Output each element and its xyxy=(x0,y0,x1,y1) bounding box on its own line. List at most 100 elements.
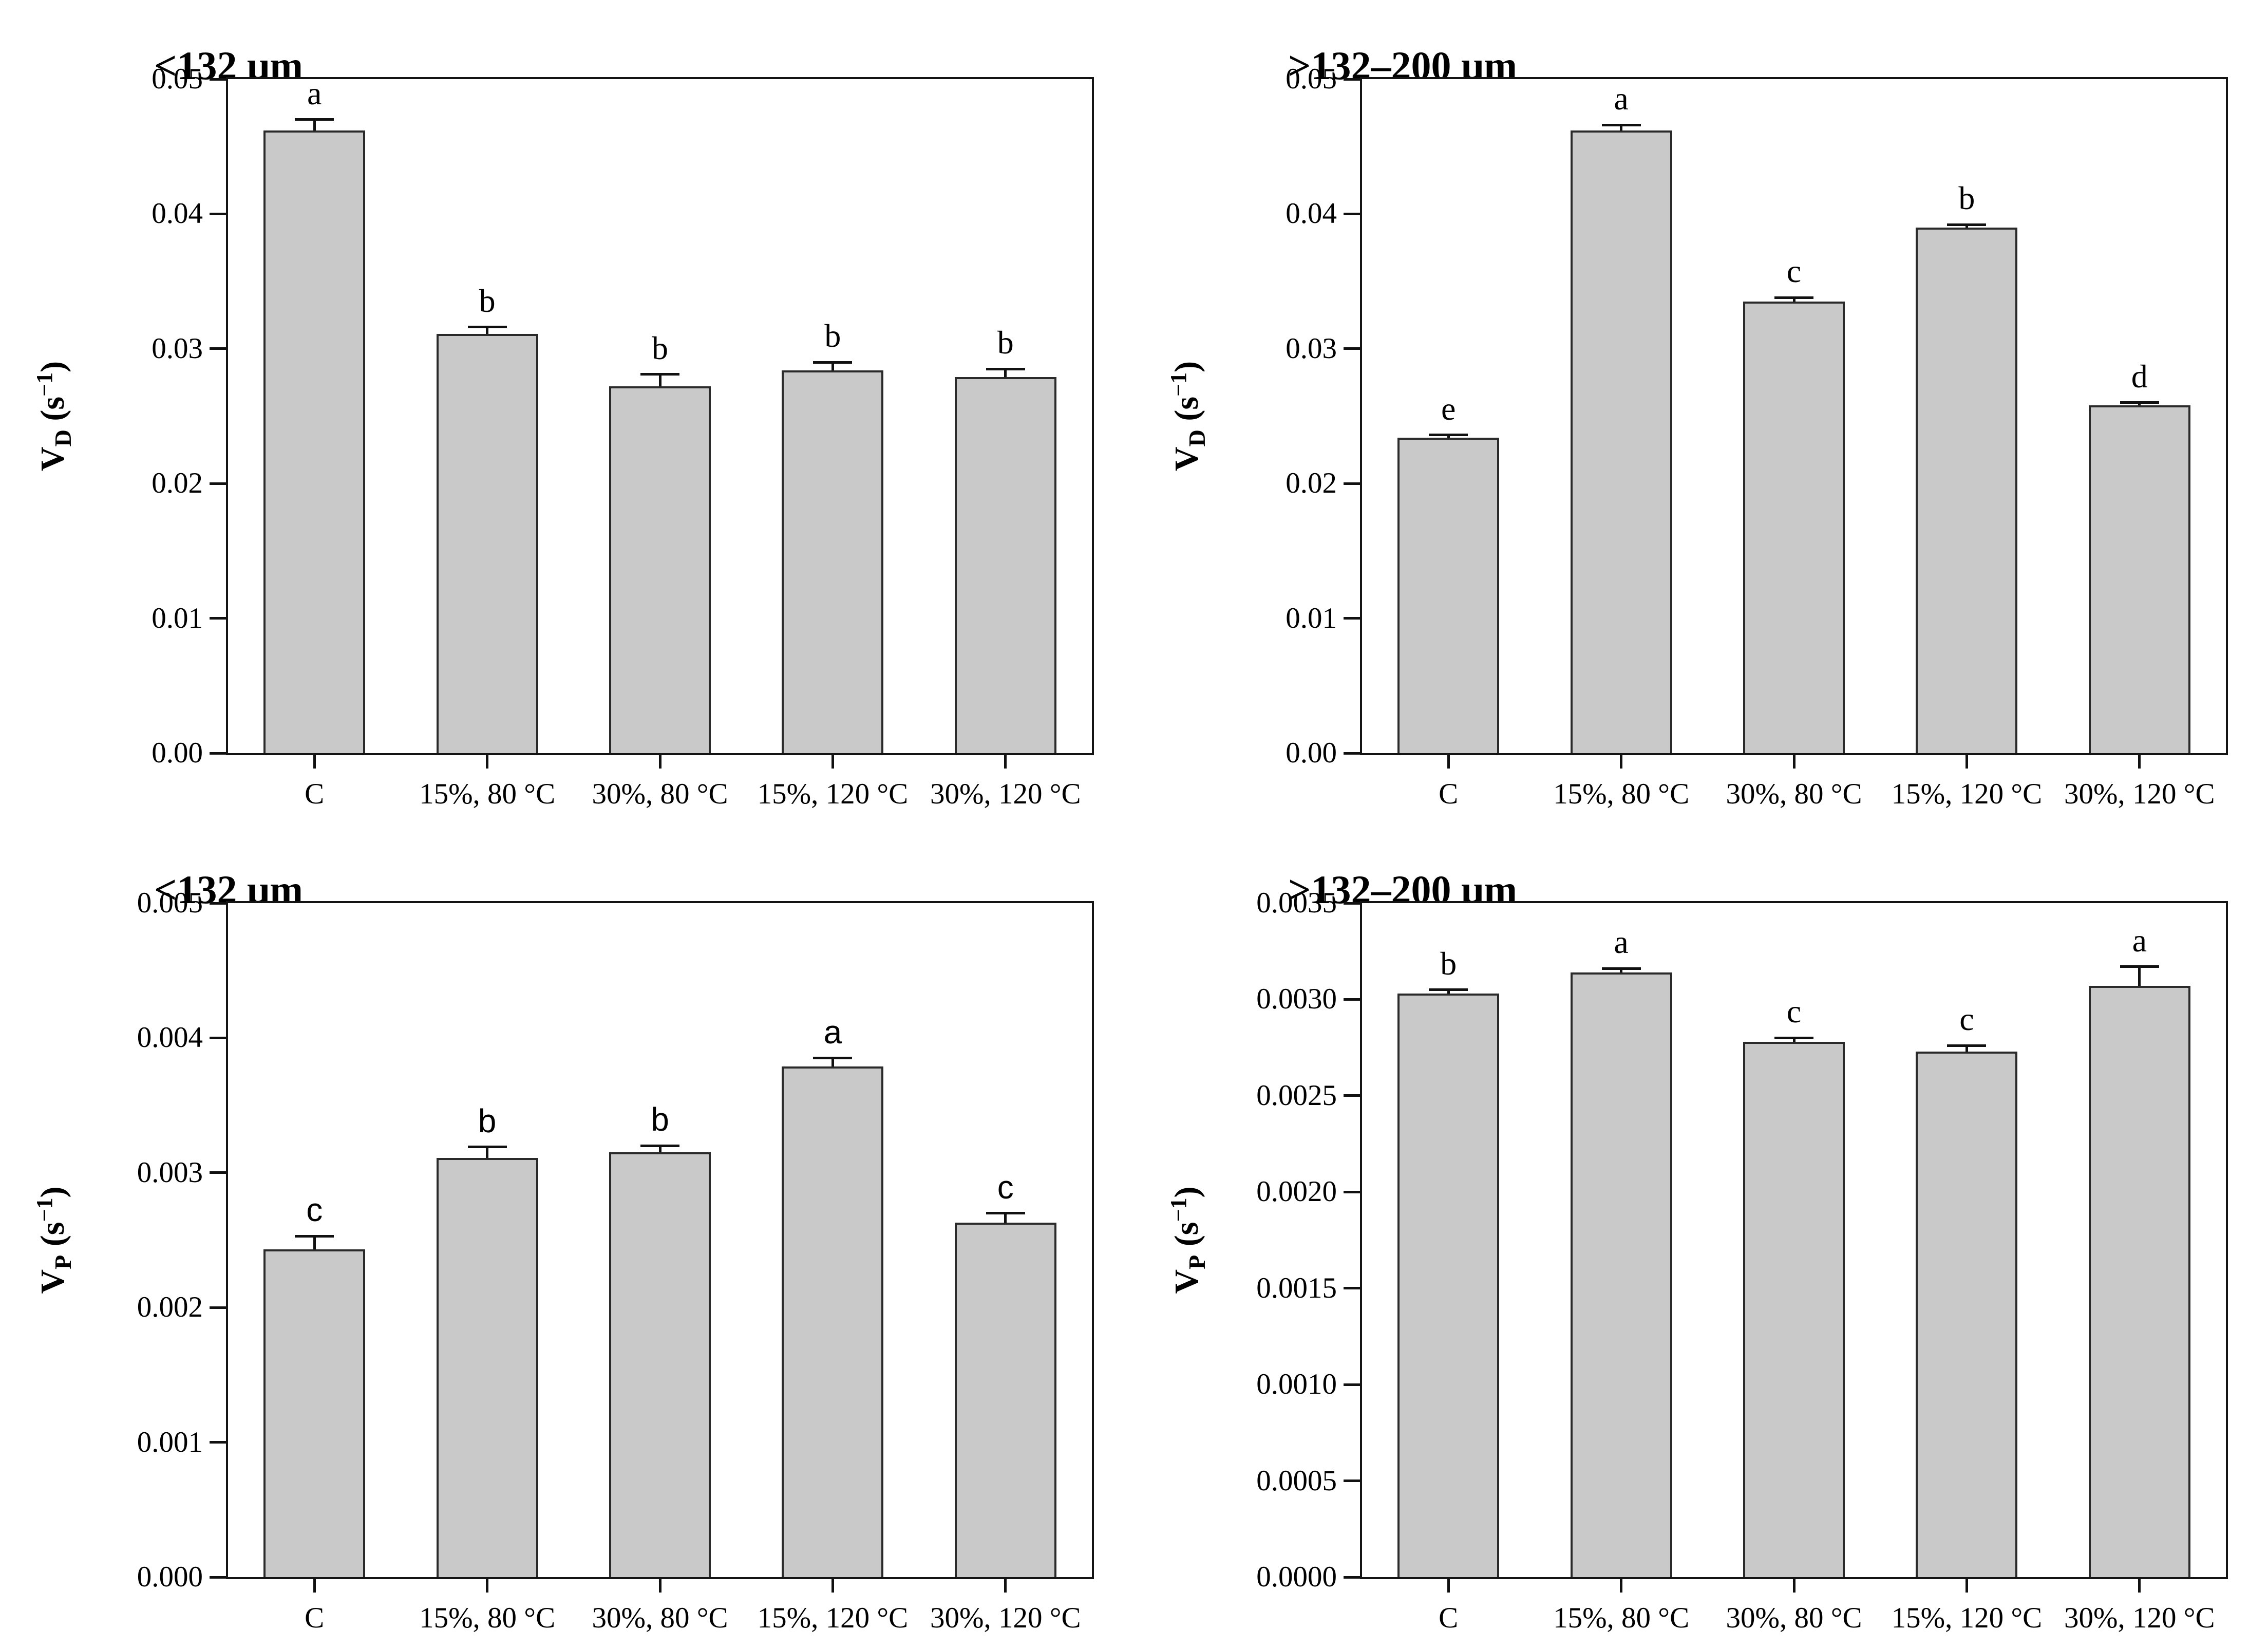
ylabel-subscript: P xyxy=(1184,1254,1211,1269)
x-tick-label: 30%, 120 °C xyxy=(930,1602,1081,1634)
error-bar xyxy=(1447,989,1450,994)
x-tick xyxy=(313,755,316,769)
x-tick-label: 30%, 120 °C xyxy=(2064,1602,2215,1634)
x-tick xyxy=(1620,755,1623,769)
error-bar-cap xyxy=(2120,401,2159,404)
error-bar-cap xyxy=(986,1212,1025,1215)
ylabel-unit: (s xyxy=(33,396,71,421)
x-tick-label: 30%, 80 °C xyxy=(592,1602,728,1634)
y-tick xyxy=(210,1036,226,1039)
significance-letter: a xyxy=(823,1013,842,1051)
y-tick xyxy=(210,1306,226,1309)
bar xyxy=(436,1157,538,1577)
y-tick-label: 0.0025 xyxy=(1256,1079,1337,1112)
bar xyxy=(1397,994,1500,1577)
bar xyxy=(1916,227,2018,753)
ylabel-base: V xyxy=(33,446,71,472)
error-bar xyxy=(658,374,662,387)
ylabel-exponent: −1 xyxy=(31,1197,57,1222)
bar xyxy=(2088,986,2190,1577)
x-tick-label: 15%, 80 °C xyxy=(419,1602,556,1634)
x-tick xyxy=(1004,755,1007,769)
x-tick-label: 30%, 80 °C xyxy=(592,778,728,810)
y-tick xyxy=(210,1576,226,1579)
y-tick-label: 0.04 xyxy=(1286,197,1337,230)
bar xyxy=(782,1066,884,1577)
y-tick-label: 0.02 xyxy=(1286,467,1337,500)
error-bar xyxy=(831,362,834,370)
x-tick-label: 15%, 80 °C xyxy=(1553,1602,1690,1634)
significance-letter: b xyxy=(479,282,496,319)
error-bar xyxy=(1004,1213,1007,1223)
ylabel-unit: (s xyxy=(33,1222,71,1247)
error-bar xyxy=(2138,966,2141,986)
x-tick-label: 30%, 120 °C xyxy=(2064,778,2215,810)
significance-letter: b xyxy=(997,324,1014,361)
error-bar-cap xyxy=(2120,965,2159,968)
y-tick xyxy=(1344,1383,1360,1386)
error-bar xyxy=(486,327,489,334)
significance-letter: e xyxy=(1441,390,1456,427)
error-bar xyxy=(1965,224,1968,228)
significance-letter: a xyxy=(307,74,322,111)
y-tick-label: 0.0020 xyxy=(1256,1175,1337,1208)
ylabel-base: V xyxy=(33,1269,71,1294)
ylabel-subscript: P xyxy=(50,1254,77,1269)
y-tick-label: 0.0035 xyxy=(1256,887,1337,919)
bar xyxy=(1743,301,1845,753)
error-bar xyxy=(1620,125,1623,130)
y-tick-label: 0.01 xyxy=(152,602,203,634)
y-tick-label: 0.0030 xyxy=(1256,983,1337,1016)
y-tick xyxy=(210,752,226,755)
error-bar xyxy=(313,1236,316,1250)
x-tick xyxy=(1004,1579,1007,1593)
x-tick-label: C xyxy=(1439,778,1459,810)
significance-letter: b xyxy=(1958,180,1975,217)
bar xyxy=(954,377,1056,753)
significance-letter: b xyxy=(1440,945,1457,982)
x-tick xyxy=(658,1579,662,1593)
error-bar-cap xyxy=(1947,223,1987,226)
x-tick-label: 15%, 120 °C xyxy=(1891,1602,2043,1634)
y-tick-label: 0.0005 xyxy=(1256,1464,1337,1497)
error-bar xyxy=(658,1146,662,1153)
x-tick-label: C xyxy=(305,1602,325,1634)
bar xyxy=(609,386,711,753)
ylabel-base: V xyxy=(1167,446,1205,472)
y-tick-label: 0.000 xyxy=(137,1561,203,1593)
x-tick xyxy=(1792,1579,1796,1593)
x-tick-label: 30%, 120 °C xyxy=(930,778,1081,810)
ylabel-subscript: D xyxy=(50,429,77,447)
bar xyxy=(1743,1041,1845,1577)
x-tick xyxy=(313,1579,316,1593)
significance-letter: a xyxy=(1614,80,1629,117)
significance-letter: c xyxy=(1959,1001,1974,1038)
x-tick-label: 15%, 120 °C xyxy=(757,778,909,810)
x-tick-label: 30%, 80 °C xyxy=(1726,778,1862,810)
y-tick-label: 0.002 xyxy=(137,1291,203,1324)
y-tick xyxy=(1344,1287,1360,1290)
error-bar-cap xyxy=(295,1234,334,1238)
error-bar-cap xyxy=(1429,434,1468,437)
x-tick xyxy=(1447,755,1450,769)
x-tick xyxy=(486,755,489,769)
x-tick xyxy=(1447,1579,1450,1593)
ylabel-unit: (s xyxy=(1167,396,1205,421)
error-bar xyxy=(1447,435,1450,438)
y-tick xyxy=(210,78,226,81)
y-tick-label: 0.05 xyxy=(1286,63,1337,95)
error-bar-cap xyxy=(467,1146,507,1149)
y-tick xyxy=(1344,1576,1360,1579)
ylabel-unit: (s xyxy=(1167,1222,1205,1247)
error-bar-cap xyxy=(1601,967,1641,970)
y-tick xyxy=(210,347,226,350)
significance-letter: c xyxy=(306,1191,323,1229)
error-bar xyxy=(1965,1045,1968,1052)
error-bar xyxy=(1004,369,1007,377)
y-tick-label: 0.003 xyxy=(137,1156,203,1189)
y-tick xyxy=(1344,482,1360,485)
y-tick-label: 0.00 xyxy=(1286,737,1337,769)
